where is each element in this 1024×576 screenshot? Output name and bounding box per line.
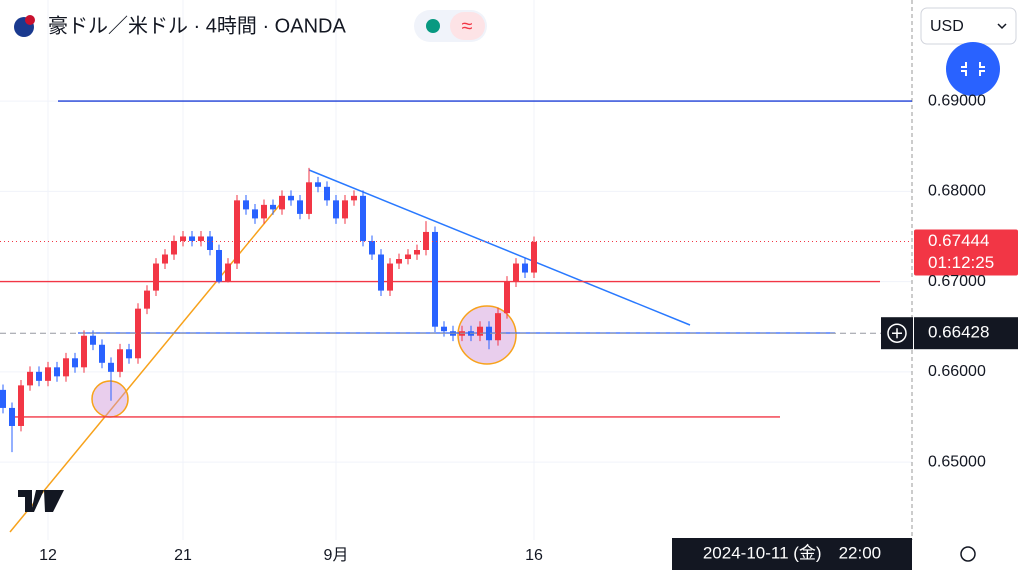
candle-body xyxy=(27,371,33,386)
candle-body xyxy=(90,335,96,345)
x-tick-label: 12 xyxy=(39,547,57,564)
candle-body xyxy=(351,195,357,201)
candle-body xyxy=(54,367,60,377)
delay-icon: ≈ xyxy=(462,15,473,37)
candle-body xyxy=(477,326,483,336)
currency-label: USD xyxy=(930,18,964,35)
trend-line xyxy=(308,169,691,326)
candle-body xyxy=(99,344,105,363)
y-tick-label: 0.65000 xyxy=(928,453,986,470)
candle-body xyxy=(225,263,231,282)
crosshair-time: 2024-10-11 (金) 22:00 xyxy=(703,543,881,562)
candle-body xyxy=(45,367,51,381)
candle-body xyxy=(531,241,537,273)
candle-body xyxy=(324,186,330,201)
y-tick-label: 0.68000 xyxy=(928,183,986,200)
candle-body xyxy=(333,200,339,219)
candle-body xyxy=(342,200,348,219)
candle-body xyxy=(153,263,159,291)
last-price-label: 0.67444 xyxy=(928,231,989,250)
logo xyxy=(18,490,64,512)
scale-icon xyxy=(961,62,985,76)
candle-body xyxy=(18,385,24,426)
x-axis: 12 21 9月 16 xyxy=(39,547,543,564)
market-open-dot xyxy=(426,19,440,33)
candle-body xyxy=(135,308,141,359)
candle-body xyxy=(117,349,123,372)
candle-body xyxy=(261,204,267,219)
candle-body xyxy=(504,281,510,314)
candle-body xyxy=(72,358,78,368)
candle-body xyxy=(162,254,168,264)
candle-body xyxy=(432,231,438,327)
countdown-label: 01:12:25 xyxy=(928,253,994,272)
candle-body xyxy=(81,335,87,368)
candle-body xyxy=(63,358,69,377)
y-tick-label: 0.66000 xyxy=(928,363,986,380)
candle-body xyxy=(513,263,519,282)
x-tick-label: 21 xyxy=(174,547,192,564)
dropdown-arrow xyxy=(997,23,1007,30)
candle-body xyxy=(315,182,321,187)
candle-body xyxy=(126,349,132,359)
candle-body xyxy=(252,209,258,219)
candle-body xyxy=(495,313,501,341)
candle-body xyxy=(270,204,276,210)
candle-body xyxy=(405,254,411,260)
candle-body xyxy=(279,195,285,210)
candle-body xyxy=(108,362,114,372)
candle-body xyxy=(441,326,447,332)
symbol-title: 豪ドル／米ドル · 4時間 · OANDA xyxy=(48,14,346,37)
y-tick-label: 0.67000 xyxy=(928,273,986,290)
candle-body xyxy=(144,290,150,309)
candles xyxy=(0,167,537,453)
flag-icon xyxy=(25,15,35,25)
last-price-tag xyxy=(914,229,1018,276)
candle-body xyxy=(423,231,429,250)
crosshair-label: 0.66428 xyxy=(928,323,989,342)
candle-body xyxy=(234,200,240,264)
candle-body xyxy=(486,326,492,341)
candle-body xyxy=(522,263,528,273)
candle-body xyxy=(0,389,6,408)
candle-body xyxy=(243,200,249,210)
time-tag xyxy=(672,538,912,570)
candle-body xyxy=(306,182,312,214)
candle-body xyxy=(207,236,213,250)
levels xyxy=(0,100,912,418)
candle-body xyxy=(378,254,384,291)
delay-badge xyxy=(450,12,485,40)
candle-body xyxy=(198,236,204,241)
candle-body xyxy=(171,240,177,255)
price-tags: 0.67444 01:12:25 0.66428 xyxy=(0,229,1018,350)
x-tick-label: 9月 xyxy=(324,547,349,564)
candle-body xyxy=(396,259,402,264)
candle-body xyxy=(189,236,195,241)
highlight-circle xyxy=(91,380,129,418)
candle-body xyxy=(9,407,15,426)
candle-body xyxy=(216,249,222,282)
candle-body xyxy=(360,195,366,241)
settings-icon[interactable] xyxy=(960,546,976,562)
scale-button[interactable] xyxy=(946,42,1000,96)
candle-body xyxy=(288,195,294,201)
candle-body xyxy=(36,371,42,381)
crosshair-plus xyxy=(887,323,907,343)
candle-body xyxy=(297,200,303,214)
x-tick-label: 16 xyxy=(525,547,543,564)
candle-body xyxy=(180,236,186,241)
candle-body xyxy=(369,240,375,255)
crosshair-plus xyxy=(892,328,902,339)
crosshair-tag xyxy=(914,317,1018,350)
candle-body xyxy=(414,249,420,255)
y-tick-label: 0.69000 xyxy=(928,92,986,109)
candle-body xyxy=(387,263,393,291)
